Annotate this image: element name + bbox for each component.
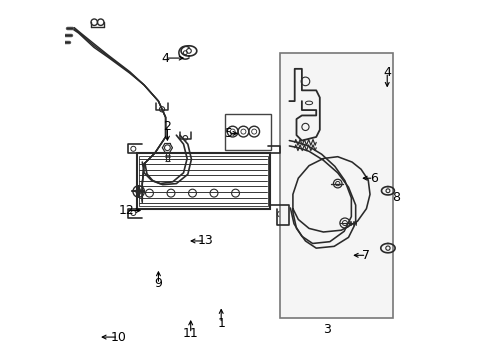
Bar xyxy=(280,53,392,318)
Text: 2: 2 xyxy=(163,120,171,133)
Text: 4: 4 xyxy=(162,51,169,64)
Text: 9: 9 xyxy=(154,278,162,291)
Text: 6: 6 xyxy=(369,172,377,185)
Text: 4: 4 xyxy=(383,66,390,79)
Bar xyxy=(139,156,267,206)
Text: 8: 8 xyxy=(391,192,399,204)
Text: 10: 10 xyxy=(110,330,126,343)
Bar xyxy=(224,114,271,149)
Bar xyxy=(137,153,269,209)
Text: 3: 3 xyxy=(323,323,330,336)
Text: 11: 11 xyxy=(183,327,198,340)
Text: 13: 13 xyxy=(197,234,212,247)
Text: 5: 5 xyxy=(224,127,233,140)
Text: 7: 7 xyxy=(362,249,370,262)
Text: 12: 12 xyxy=(118,204,134,217)
Text: 1: 1 xyxy=(217,317,224,330)
